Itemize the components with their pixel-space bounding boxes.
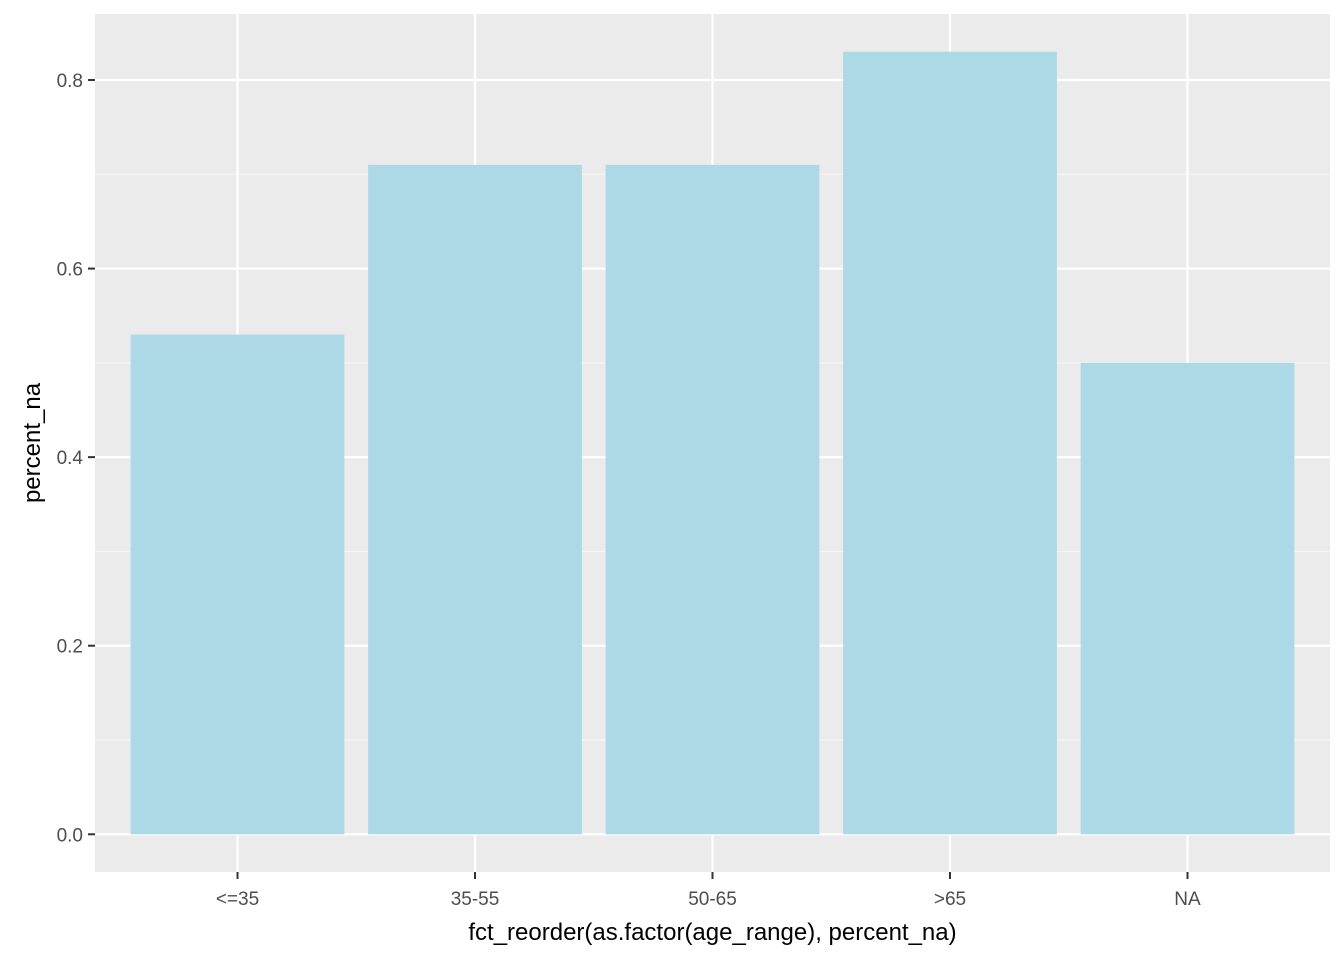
x-tick-label: 50-65 xyxy=(688,889,737,910)
y-tick-label: 0.8 xyxy=(57,71,83,92)
x-axis-title: fct_reorder(as.factor(age_range), percen… xyxy=(468,919,956,946)
y-tick-label: 0.4 xyxy=(57,448,84,469)
bar-5 xyxy=(1080,362,1295,835)
y-tick-label: 0.6 xyxy=(57,260,83,281)
x-tick-label: NA xyxy=(1174,889,1201,910)
x-tick-label: <=35 xyxy=(216,889,259,910)
bar-4 xyxy=(843,51,1057,835)
bars xyxy=(130,51,1295,835)
bar-2 xyxy=(368,164,582,835)
bar-3 xyxy=(605,164,820,835)
y-tick-label: 0.0 xyxy=(57,825,83,846)
x-axis-ticks: <=35 35-55 50-65 >65 NA xyxy=(216,872,1201,910)
bar-1 xyxy=(130,334,345,835)
y-axis-title: percent_na xyxy=(19,382,46,503)
y-axis-ticks: 0.0 0.2 0.4 0.6 0.8 xyxy=(57,71,95,846)
y-tick-label: 0.2 xyxy=(57,637,83,658)
x-tick-label: >65 xyxy=(934,889,966,910)
x-tick-label: 35-55 xyxy=(451,889,500,910)
